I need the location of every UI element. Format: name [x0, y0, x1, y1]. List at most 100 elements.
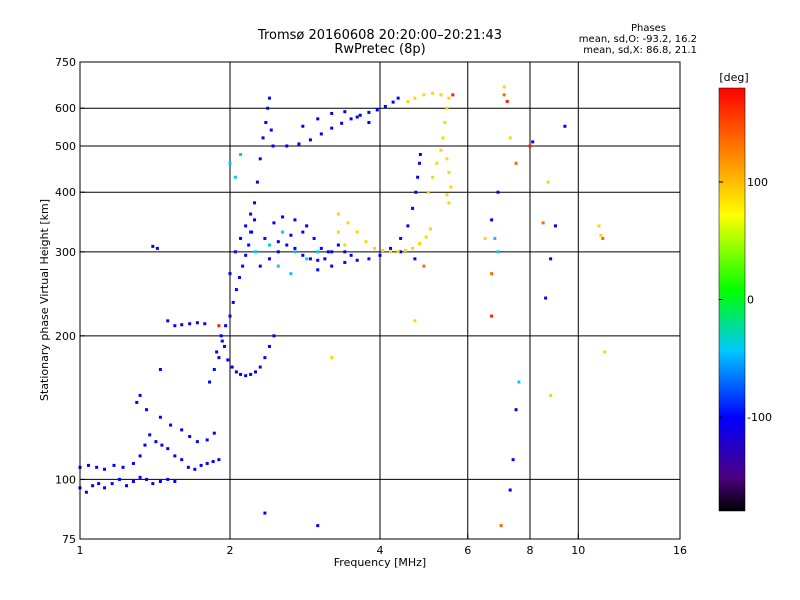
data-point: [228, 314, 232, 318]
data-point: [308, 257, 312, 261]
data-point: [413, 257, 417, 261]
data-point: [447, 201, 451, 205]
data-point: [403, 248, 407, 252]
data-point: [517, 380, 521, 384]
data-point: [285, 243, 289, 247]
data-point: [391, 100, 395, 104]
data-point: [86, 463, 90, 467]
data-point: [264, 121, 268, 125]
x-tick-label: 1: [77, 544, 84, 557]
info-o-stats: mean, sd,O: -93.2, 16.2: [578, 34, 697, 45]
x-ticks: 1 2 4 6 8 10 16: [77, 534, 687, 557]
data-point: [330, 250, 334, 254]
data-point: [173, 324, 177, 328]
data-point: [166, 319, 170, 323]
data-point: [145, 477, 149, 481]
data-point: [103, 467, 107, 471]
data-point: [355, 258, 359, 262]
data-point: [305, 224, 309, 228]
data-point: [272, 334, 276, 338]
data-point: [316, 117, 320, 121]
data-point: [224, 324, 228, 328]
data-point: [223, 344, 227, 348]
data-point: [188, 322, 192, 326]
data-point: [293, 250, 297, 254]
data-point: [355, 115, 359, 119]
data-point: [431, 175, 435, 179]
data-point: [238, 276, 242, 280]
chart-subtitle: RwPretec (8p): [334, 42, 426, 57]
data-point: [255, 180, 259, 184]
data-point: [301, 253, 305, 257]
data-point: [343, 110, 347, 114]
data-point: [180, 323, 184, 327]
data-point: [97, 482, 101, 486]
data-point: [418, 152, 422, 156]
data-point: [483, 236, 487, 240]
x-tick-label: 2: [227, 544, 234, 557]
info-x-stats: mean, sd,X: 86.8, 21.1: [583, 45, 697, 56]
data-point: [563, 124, 567, 128]
y-tick-label: 750: [55, 56, 76, 69]
data-point: [281, 230, 285, 234]
data-point: [346, 221, 350, 225]
data-point: [445, 193, 449, 197]
data-point: [166, 477, 170, 481]
data-point: [160, 443, 164, 447]
data-point: [447, 96, 451, 100]
data-point: [316, 258, 320, 262]
data-point: [343, 243, 347, 247]
data-point: [228, 161, 232, 165]
data-point: [249, 230, 253, 234]
data-point: [125, 484, 129, 488]
y-tick-label: 400: [55, 186, 76, 199]
data-point: [217, 458, 221, 462]
data-point: [499, 524, 503, 528]
colorbar-ticks: 100 0 -100: [719, 176, 772, 424]
data-point: [336, 230, 340, 234]
data-point: [169, 423, 173, 427]
data-point: [431, 91, 435, 95]
data-point: [193, 467, 197, 471]
data-point: [166, 447, 170, 451]
y-tick-label: 75: [62, 533, 76, 546]
data-point: [435, 161, 439, 165]
data-point: [188, 435, 192, 439]
data-point: [247, 243, 251, 247]
data-point: [267, 96, 271, 100]
data-point: [234, 370, 238, 374]
data-point: [319, 246, 323, 250]
data-point: [355, 230, 359, 234]
data-point: [121, 465, 125, 469]
data-point: [212, 367, 216, 371]
data-point: [293, 246, 297, 250]
data-point: [422, 264, 426, 268]
data-point: [263, 356, 267, 360]
data-point: [112, 463, 116, 467]
data-point: [244, 224, 248, 228]
data-point: [145, 408, 149, 412]
data-point: [233, 175, 237, 179]
data-point: [349, 117, 353, 121]
data-point: [531, 140, 535, 144]
data-point: [293, 218, 297, 222]
data-point: [349, 253, 353, 257]
data-point: [601, 236, 605, 240]
data-point: [143, 443, 147, 447]
data-point: [316, 250, 320, 254]
data-point: [258, 365, 262, 369]
data-point: [131, 461, 135, 465]
data-point: [258, 264, 262, 268]
data-point: [285, 144, 289, 148]
data-point: [138, 475, 142, 479]
data-point: [151, 482, 155, 486]
data-point: [316, 524, 320, 528]
data-point: [422, 93, 426, 97]
data-point: [426, 190, 430, 194]
data-point: [343, 250, 347, 254]
data-point: [373, 246, 377, 250]
data-point: [502, 93, 506, 97]
data-point: [180, 458, 184, 462]
data-point: [253, 201, 257, 205]
